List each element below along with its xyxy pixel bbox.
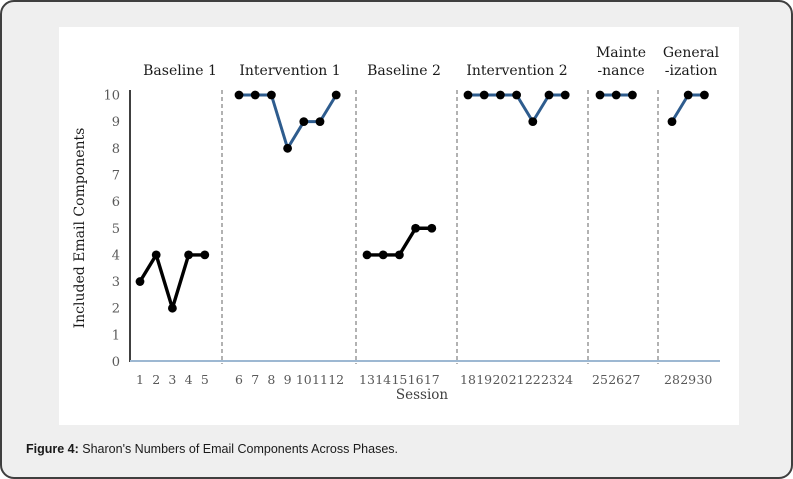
data-point xyxy=(267,90,276,100)
data-point xyxy=(362,250,372,260)
data-point xyxy=(151,250,161,260)
phase-label-intervention-2: Intervention 2 xyxy=(466,63,567,79)
x-tick-label: 4 xyxy=(185,372,193,387)
x-tick-label: 20 xyxy=(492,372,508,387)
y-tick-label: 4 xyxy=(112,248,120,263)
x-tick-label: 10 xyxy=(296,372,312,387)
data-point xyxy=(528,117,538,127)
data-point xyxy=(700,90,709,100)
data-point xyxy=(683,90,693,100)
data-point xyxy=(234,90,244,100)
y-axis-title: Included Email Components xyxy=(72,128,88,329)
x-tick-label: 14 xyxy=(375,372,391,387)
x-tick-label: 22 xyxy=(525,372,541,387)
y-tick-label: 3 xyxy=(112,275,120,290)
x-tick-label: 12 xyxy=(328,372,344,387)
data-point xyxy=(427,223,437,233)
x-tick-label: 28 xyxy=(664,372,680,387)
x-tick-label: 18 xyxy=(460,372,476,387)
figure-caption-text: Sharon's Numbers of Email Components Acr… xyxy=(82,442,398,456)
data-point xyxy=(135,277,145,286)
phase-label-intervention-1: Intervention 1 xyxy=(239,63,340,79)
x-tick-label: 9 xyxy=(284,372,292,387)
x-tick-label: 26 xyxy=(608,372,624,387)
x-tick-label: 3 xyxy=(168,372,176,387)
phase-label-baseline-2: Baseline 2 xyxy=(367,63,441,79)
data-point xyxy=(315,117,325,127)
y-tick-label: 5 xyxy=(112,222,120,237)
x-tick-label: 1 xyxy=(136,372,144,387)
data-point xyxy=(283,143,292,153)
x-tick-label: 27 xyxy=(624,372,640,387)
data-point xyxy=(331,90,341,100)
data-point xyxy=(560,90,570,100)
figure-caption-label: Figure 4: xyxy=(26,442,83,456)
y-tick-label: 8 xyxy=(112,142,120,157)
x-tick-label: 21 xyxy=(509,372,525,387)
phase-label-maintenance: Mainte -nance xyxy=(596,45,646,79)
x-tick-label: 11 xyxy=(312,372,328,387)
x-tick-label: 6 xyxy=(235,372,243,387)
x-tick-label: 13 xyxy=(359,372,375,387)
x-tick-label: 30 xyxy=(696,372,712,387)
y-tick-label: 7 xyxy=(112,168,120,183)
x-tick-label: 24 xyxy=(557,372,573,387)
data-point xyxy=(168,303,177,313)
data-point xyxy=(378,250,388,260)
x-tick-label: 15 xyxy=(391,372,407,387)
plot-area xyxy=(59,27,739,425)
y-tick-label: 6 xyxy=(112,195,120,210)
data-point xyxy=(611,90,621,100)
data-point xyxy=(411,223,420,233)
data-point xyxy=(479,90,489,100)
data-point xyxy=(184,250,194,260)
data-point xyxy=(628,90,637,100)
x-tick-label: 23 xyxy=(541,372,557,387)
x-tick-label: 16 xyxy=(408,372,424,387)
data-point xyxy=(395,250,404,260)
data-point xyxy=(544,90,554,100)
y-tick-label: 2 xyxy=(112,302,120,317)
data-point xyxy=(496,90,505,100)
y-tick-label: 1 xyxy=(112,328,120,343)
y-tick-label: 10 xyxy=(103,89,120,104)
x-tick-label: 2 xyxy=(152,372,160,387)
data-point xyxy=(463,90,473,100)
y-tick-label: 9 xyxy=(112,115,120,130)
x-tick-label: 25 xyxy=(592,372,608,387)
phase-label-generalization: General -ization xyxy=(663,45,720,79)
data-point xyxy=(200,250,210,260)
x-tick-label: 29 xyxy=(680,372,696,387)
y-tick-label: 0 xyxy=(112,355,120,370)
data-point xyxy=(299,117,309,127)
x-tick-label: 17 xyxy=(424,372,440,387)
phase-label-baseline-1: Baseline 1 xyxy=(143,63,217,79)
data-point xyxy=(512,90,521,100)
x-tick-label: 19 xyxy=(476,372,492,387)
data-point xyxy=(667,117,677,127)
data-point xyxy=(595,90,605,100)
phase-line-baseline-1 xyxy=(138,253,205,310)
x-axis-title: Session xyxy=(396,387,449,403)
x-tick-label: 8 xyxy=(267,372,275,387)
data-point xyxy=(250,90,260,100)
x-tick-label: 7 xyxy=(251,372,259,387)
x-tick-label: 5 xyxy=(201,372,209,387)
figure-caption: Figure 4: Sharon's Numbers of Email Comp… xyxy=(26,442,398,456)
